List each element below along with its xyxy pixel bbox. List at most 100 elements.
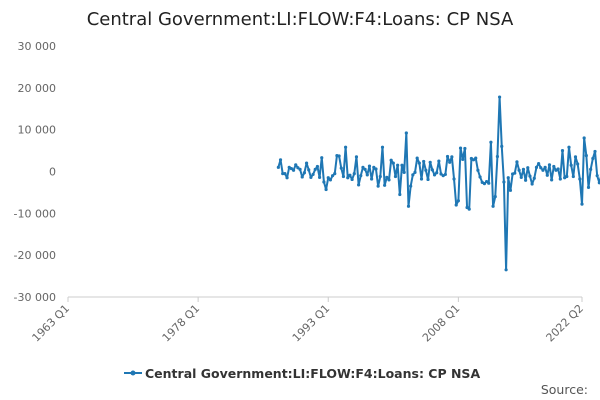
data-point[interactable] <box>491 204 495 208</box>
data-point[interactable] <box>370 177 374 181</box>
data-point[interactable] <box>467 207 471 211</box>
data-point[interactable] <box>374 167 378 171</box>
data-point[interactable] <box>337 154 341 158</box>
data-point[interactable] <box>497 95 502 99</box>
data-point[interactable] <box>573 155 578 159</box>
data-point[interactable] <box>524 178 528 182</box>
data-point[interactable] <box>454 203 458 207</box>
data-point[interactable] <box>302 171 306 175</box>
data-point[interactable] <box>474 156 478 160</box>
data-point[interactable] <box>560 148 565 153</box>
data-point[interactable] <box>445 154 450 159</box>
data-point[interactable] <box>521 167 526 172</box>
data-point[interactable] <box>285 176 289 180</box>
data-point[interactable] <box>294 163 298 167</box>
data-point[interactable] <box>589 167 593 172</box>
data-point[interactable] <box>556 167 560 171</box>
data-point[interactable] <box>359 174 363 178</box>
legend[interactable]: Central Government:LI:FLOW:F4:Loans: CP … <box>124 366 480 381</box>
data-point[interactable] <box>328 178 333 182</box>
data-point[interactable] <box>361 165 365 169</box>
data-point[interactable] <box>326 176 330 180</box>
data-point[interactable] <box>432 173 437 177</box>
data-point[interactable] <box>372 165 376 169</box>
data-point[interactable] <box>448 160 452 164</box>
data-point[interactable] <box>558 177 562 181</box>
data-point[interactable] <box>506 176 510 180</box>
data-point[interactable] <box>300 175 304 179</box>
data-point[interactable] <box>465 205 469 210</box>
data-point[interactable] <box>508 188 513 192</box>
data-point[interactable] <box>393 174 398 179</box>
data-point[interactable] <box>307 168 311 172</box>
data-point[interactable] <box>430 168 434 172</box>
data-point[interactable] <box>400 163 404 167</box>
data-point[interactable] <box>569 163 573 167</box>
data-point[interactable] <box>367 164 372 168</box>
data-point[interactable] <box>291 168 296 172</box>
data-point[interactable] <box>378 174 382 179</box>
data-point[interactable] <box>398 192 402 197</box>
data-point[interactable] <box>304 161 309 165</box>
data-point[interactable] <box>383 183 387 187</box>
data-point[interactable] <box>396 163 400 167</box>
data-point[interactable] <box>593 149 597 154</box>
data-point[interactable] <box>504 268 508 272</box>
data-point[interactable] <box>582 136 586 140</box>
data-point[interactable] <box>595 174 599 178</box>
data-point[interactable] <box>435 171 439 175</box>
data-point[interactable] <box>439 172 443 176</box>
data-point[interactable] <box>489 140 493 144</box>
data-point[interactable] <box>517 168 521 172</box>
data-point[interactable] <box>530 182 534 186</box>
data-point[interactable] <box>482 182 487 186</box>
data-point[interactable] <box>456 199 460 203</box>
data-point[interactable] <box>385 175 389 179</box>
data-point[interactable] <box>550 178 554 182</box>
data-point[interactable] <box>580 202 584 206</box>
data-point[interactable] <box>458 146 463 150</box>
data-point[interactable] <box>515 160 519 164</box>
data-point[interactable] <box>346 176 350 180</box>
data-point[interactable] <box>424 168 428 172</box>
data-point[interactable] <box>513 171 517 175</box>
data-point[interactable] <box>315 164 320 169</box>
data-point[interactable] <box>463 146 467 151</box>
data-point[interactable] <box>320 156 324 160</box>
data-point[interactable] <box>350 177 354 182</box>
data-point[interactable] <box>502 180 506 184</box>
data-point[interactable] <box>552 164 556 169</box>
data-point[interactable] <box>365 173 369 177</box>
data-point[interactable] <box>495 154 500 159</box>
data-point[interactable] <box>452 177 456 181</box>
data-point[interactable] <box>415 156 419 160</box>
data-point[interactable] <box>493 195 497 199</box>
data-point[interactable] <box>526 166 530 170</box>
data-point[interactable] <box>324 187 328 192</box>
data-point[interactable] <box>389 158 393 162</box>
data-point[interactable] <box>344 145 348 149</box>
data-point[interactable] <box>309 175 313 179</box>
data-point[interactable] <box>534 165 539 169</box>
data-point[interactable] <box>311 172 315 177</box>
data-point[interactable] <box>426 177 430 182</box>
data-point[interactable] <box>576 162 580 166</box>
data-point[interactable] <box>461 157 465 161</box>
data-point[interactable] <box>567 145 571 149</box>
data-point[interactable] <box>330 174 335 178</box>
data-point[interactable] <box>357 183 361 187</box>
data-point[interactable] <box>380 145 385 149</box>
data-point[interactable] <box>532 176 536 180</box>
data-point[interactable] <box>406 204 411 208</box>
data-point[interactable] <box>339 166 343 170</box>
data-point[interactable] <box>578 177 582 181</box>
data-point[interactable] <box>413 170 417 174</box>
data-point[interactable] <box>352 171 356 176</box>
data-point[interactable] <box>519 175 523 179</box>
data-point[interactable] <box>276 165 280 169</box>
data-point[interactable] <box>450 155 454 159</box>
data-point[interactable] <box>422 159 426 164</box>
data-point[interactable] <box>317 175 322 179</box>
data-point[interactable] <box>333 171 337 176</box>
data-point[interactable] <box>428 160 432 164</box>
